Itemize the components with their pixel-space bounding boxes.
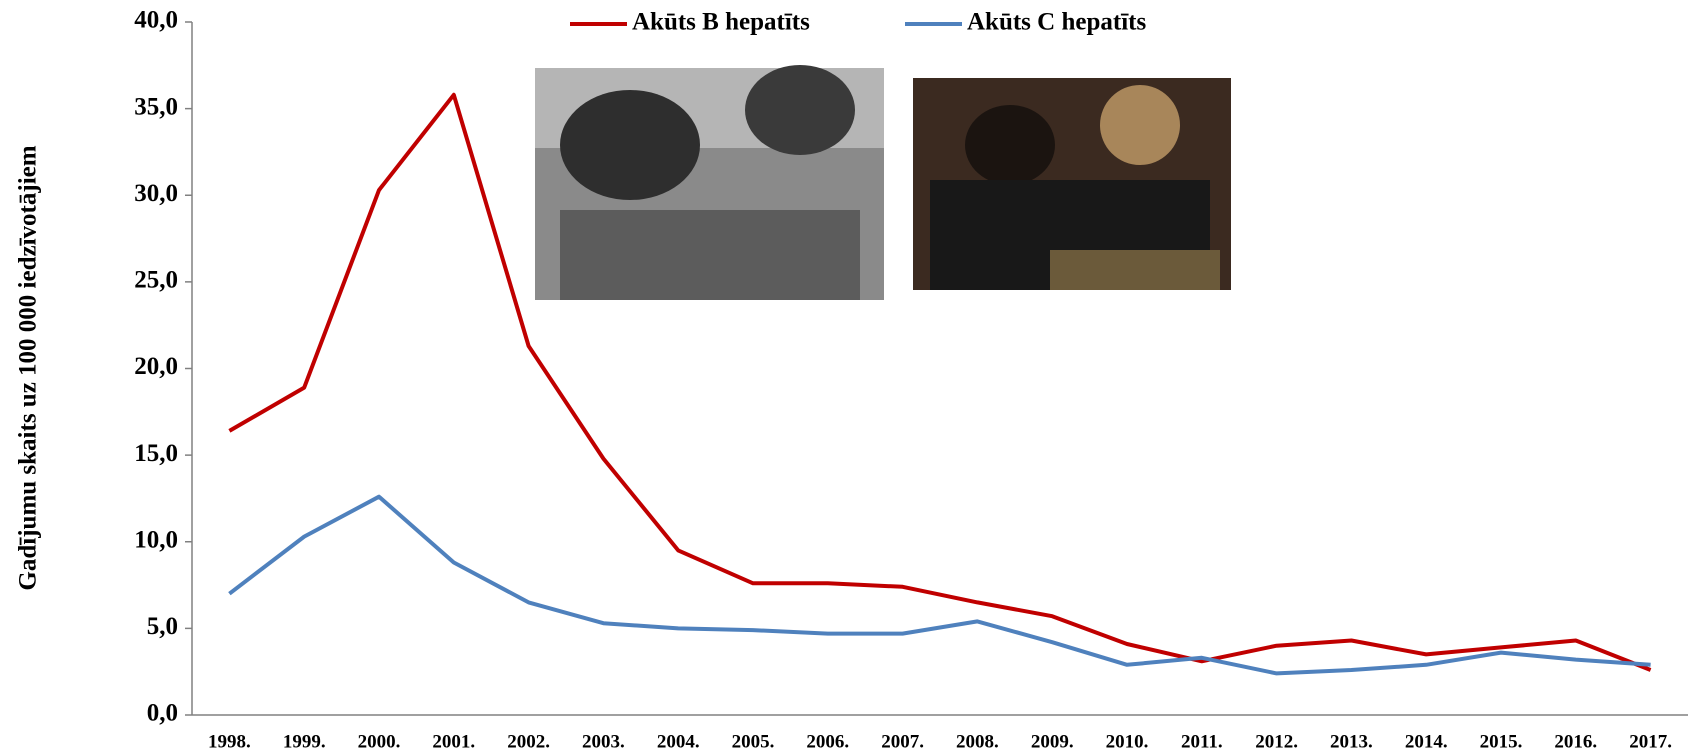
line-series [228, 92, 1652, 672]
x-tick-label: 2000. [358, 731, 401, 752]
photo-figure [745, 65, 855, 155]
line-series [228, 494, 1651, 676]
x-tick-label: 2005. [732, 731, 775, 752]
x-tick-label: 2011. [1181, 731, 1223, 752]
y-tick-label: 10,0 [134, 526, 178, 553]
legend-label: Akūts B hepatīts [632, 9, 810, 36]
y-tick-label: 30,0 [134, 180, 178, 207]
x-tick-label: 2016. [1554, 731, 1597, 752]
y-tick-label: 15,0 [134, 440, 178, 467]
x-tick-label: 2012. [1255, 731, 1298, 752]
x-tick-label: 2007. [881, 731, 924, 752]
photo-figure [560, 210, 860, 300]
y-tick-label: 35,0 [134, 93, 178, 120]
y-tick-label: 25,0 [134, 267, 178, 294]
x-tick-label: 2002. [507, 731, 550, 752]
x-tick-label: 1998. [208, 731, 251, 752]
x-tick-label: 2009. [1031, 731, 1074, 752]
y-tick-label: 40,0 [134, 7, 178, 34]
y-tick-label: 0,0 [147, 700, 178, 727]
y-axis-label: Gadījumu skaits uz 100 000 iedzīvotājiem [15, 145, 42, 590]
photo-figure [965, 105, 1055, 185]
photo-figure [1100, 85, 1180, 165]
x-tick-label: 2003. [582, 731, 625, 752]
photo-figure [560, 90, 700, 200]
x-tick-label: 2014. [1405, 731, 1448, 752]
x-tick-label: 2006. [806, 731, 849, 752]
photo-table [1050, 250, 1220, 290]
x-tick-label: 1999. [283, 731, 326, 752]
x-tick-label: 2008. [956, 731, 999, 752]
photo-left [535, 65, 884, 300]
x-tick-label: 2015. [1480, 731, 1523, 752]
legend-label: Akūts C hepatīts [967, 9, 1146, 36]
x-tick-label: 2013. [1330, 731, 1373, 752]
x-tick-label: 2017. [1629, 731, 1672, 752]
photo-right [913, 78, 1231, 290]
y-tick-label: 20,0 [134, 353, 178, 380]
x-tick-label: 2001. [432, 731, 475, 752]
x-tick-label: 2010. [1106, 731, 1149, 752]
y-tick-label: 5,0 [147, 613, 178, 640]
x-tick-label: 2004. [657, 731, 700, 752]
